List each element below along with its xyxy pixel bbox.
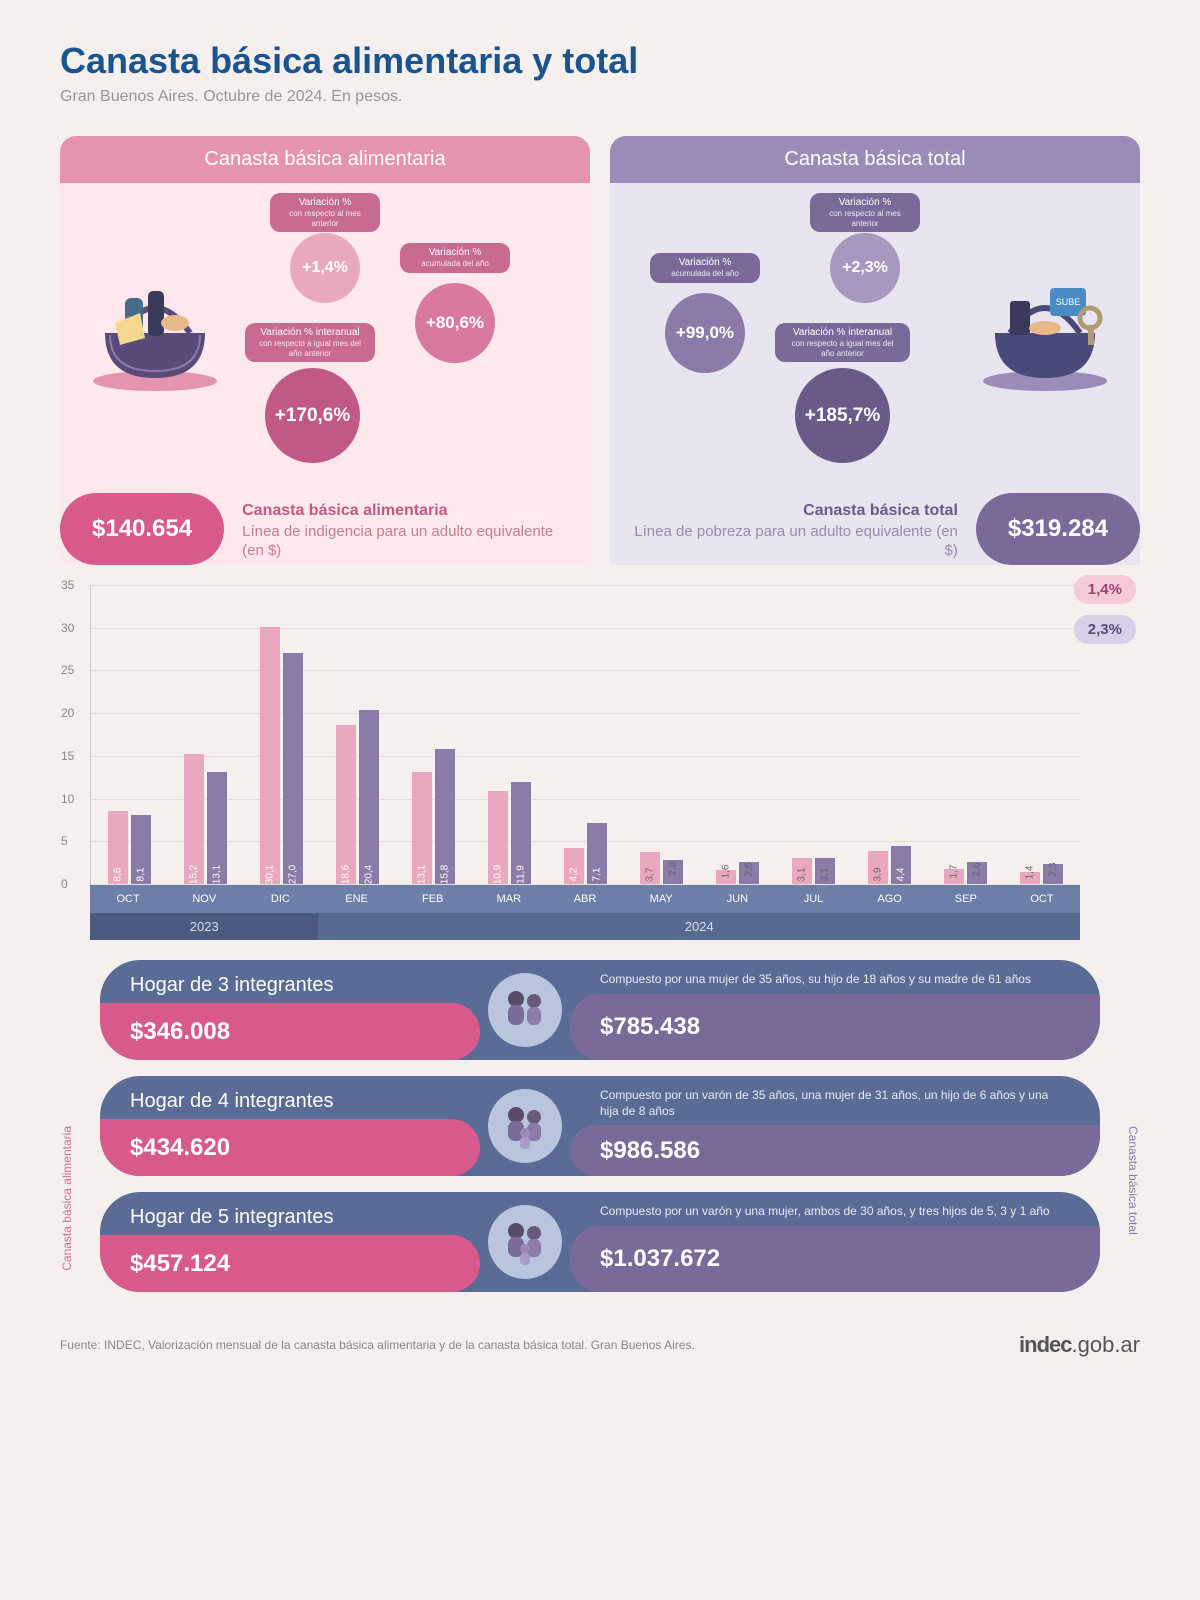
chart-year-strip: 2023 2024 xyxy=(90,913,1080,940)
bar-cbt: 2,3 xyxy=(1043,864,1063,884)
household-title: Hogar de 4 integrantes xyxy=(100,1076,480,1119)
bar-cba: 30,1 xyxy=(260,627,280,884)
panel-cba-header: Canasta básica alimentaria xyxy=(60,136,590,183)
panel-cbt: Canasta básica total SUBE Variación % c xyxy=(610,136,1140,565)
page-subtitle: Gran Buenos Aires. Octubre de 2024. En p… xyxy=(60,88,1140,106)
cba-amount-strip: $140.654 Canasta básica alimentaria Líne… xyxy=(60,493,590,565)
bar-cbt: 7,1 xyxy=(587,823,607,884)
bar-cbt: 4,4 xyxy=(891,846,911,884)
household-row: Hogar de 5 integrantes $457.124 Compuest… xyxy=(100,1192,1100,1292)
footer-source: Fuente: INDEC, Valorización mensual de l… xyxy=(60,1338,695,1352)
bar-cbt: 27,0 xyxy=(283,653,303,884)
household-cba-value: $434.620 xyxy=(100,1119,480,1176)
basket-food-icon xyxy=(80,263,230,393)
monthly-bar-chart: 1,4% 2,3% 051015202530358,68,115,213,130… xyxy=(60,585,1140,940)
bar-cbt: 2,8 xyxy=(663,860,683,884)
indec-logo: indec.gob.ar xyxy=(1019,1332,1140,1358)
bar-cba: 3,7 xyxy=(640,852,660,884)
panel-cba: Canasta básica alimentaria Variación % c xyxy=(60,136,590,565)
cbt-var-acum-value: +99,0% xyxy=(665,293,745,373)
household-title: Hogar de 5 integrantes xyxy=(100,1192,480,1235)
callout-cbt: 2,3% xyxy=(1074,615,1136,644)
household-cbt-value: $986.586 xyxy=(570,1125,1100,1176)
cbt-amount-strip: Canasta básica total Línea de pobreza pa… xyxy=(610,493,1140,565)
bar-cba: 8,6 xyxy=(108,811,128,884)
cba-var-mensual-label: Variación % con respecto al mes anterior xyxy=(270,193,380,232)
household-desc: Compuesto por un varón y una mujer, ambo… xyxy=(570,1192,1100,1226)
household-title: Hogar de 3 integrantes xyxy=(100,960,480,1003)
cbt-var-inter-label: Variación % interanual con respecto a ig… xyxy=(775,323,910,362)
household-cba-value: $346.008 xyxy=(100,1003,480,1060)
bar-cba: 15,2 xyxy=(184,754,204,884)
panel-cbt-header: Canasta básica total xyxy=(610,136,1140,183)
bar-cba: 1,4 xyxy=(1020,872,1040,884)
households-section: Canasta básica alimentaria Canasta básic… xyxy=(60,960,1140,1292)
cba-var-inter-value: +170,6% xyxy=(265,368,360,463)
cbt-var-acum-label: Variación % acumulada del año xyxy=(650,253,760,283)
household-row: Hogar de 3 integrantes $346.008 Compuest… xyxy=(100,960,1100,1060)
bar-cbt: 8,1 xyxy=(131,815,151,884)
household-cbt-value: $785.438 xyxy=(570,994,1100,1060)
family-icon xyxy=(488,1205,562,1279)
bar-cbt: 11,9 xyxy=(511,782,531,884)
callout-cba: 1,4% xyxy=(1074,575,1136,604)
bar-cba: 1,6 xyxy=(716,870,736,884)
household-cba-value: $457.124 xyxy=(100,1235,480,1292)
bar-cba: 18,6 xyxy=(336,725,356,884)
footer: Fuente: INDEC, Valorización mensual de l… xyxy=(60,1332,1140,1358)
svg-text:SUBE: SUBE xyxy=(1056,297,1081,307)
cbt-amount: $319.284 xyxy=(976,493,1140,565)
bar-cba: 3,1 xyxy=(792,858,812,884)
basket-goods-icon: SUBE xyxy=(970,263,1120,393)
bar-cbt: 2,6 xyxy=(967,862,987,884)
bar-cbt: 20,4 xyxy=(359,710,379,884)
cba-var-acum-label: Variación % acumulada del año xyxy=(400,243,510,273)
family-icon xyxy=(488,973,562,1047)
bar-cba: 10,9 xyxy=(488,791,508,884)
household-desc: Compuesto por una mujer de 35 años, su h… xyxy=(570,960,1100,994)
cbt-amount-desc: Canasta básica total Línea de pobreza pa… xyxy=(610,493,976,565)
panels-row: Canasta básica alimentaria Variación % c xyxy=(60,136,1140,565)
bar-cba: 1,7 xyxy=(944,869,964,884)
bar-cba: 3,9 xyxy=(868,851,888,884)
bar-cbt: 13,1 xyxy=(207,772,227,884)
household-row: Hogar de 4 integrantes $434.620 Compuest… xyxy=(100,1076,1100,1176)
household-cbt-value: $1.037.672 xyxy=(570,1226,1100,1292)
cba-var-mensual-value: +1,4% xyxy=(290,233,360,303)
cbt-var-inter-value: +185,7% xyxy=(795,368,890,463)
bar-cba: 4,2 xyxy=(564,848,584,884)
bar-cbt: 3,1 xyxy=(815,858,835,884)
cba-var-inter-label: Variación % interanual con respecto a ig… xyxy=(245,323,375,362)
family-icon xyxy=(488,1089,562,1163)
cba-var-acum-value: +80,6% xyxy=(415,283,495,363)
chart-xaxis: OCTNOVDICENEFEBMARABRMAYJUNJULAGOSEPOCT xyxy=(90,885,1080,913)
bar-cbt: 2,6 xyxy=(739,862,759,884)
cbt-var-mensual-label: Variación % con respecto al mes anterior xyxy=(810,193,920,232)
bar-cba: 13,1 xyxy=(412,772,432,884)
page-title: Canasta básica alimentaria y total xyxy=(60,40,1140,82)
side-label-cbt: Canasta básica total xyxy=(1126,1126,1140,1235)
bar-cbt: 15,8 xyxy=(435,749,455,884)
cba-amount: $140.654 xyxy=(60,493,224,565)
household-desc: Compuesto por un varón de 35 años, una m… xyxy=(570,1076,1100,1125)
cba-amount-desc: Canasta básica alimentaria Línea de indi… xyxy=(224,493,590,565)
cbt-var-mensual-value: +2,3% xyxy=(830,233,900,303)
side-label-cba: Canasta básica alimentaria xyxy=(60,1126,74,1271)
